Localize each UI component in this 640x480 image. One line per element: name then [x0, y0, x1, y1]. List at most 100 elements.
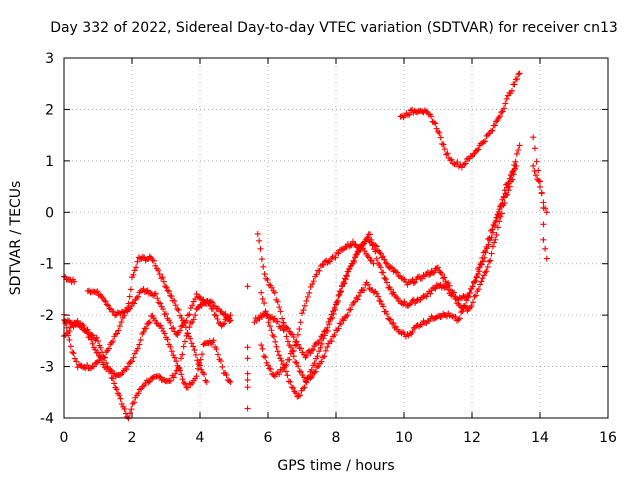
data-point: [294, 331, 301, 338]
data-point: [287, 344, 294, 351]
data-point: [160, 306, 167, 313]
data-point: [112, 312, 118, 319]
data-point: [244, 355, 251, 362]
data-point: [367, 231, 373, 238]
data-point: [384, 311, 390, 318]
data-point: [214, 351, 221, 358]
data-point: [121, 405, 128, 412]
data-point: [482, 249, 489, 256]
data-point: [316, 337, 323, 344]
data-point: [290, 347, 297, 354]
data-point: [472, 292, 479, 299]
data-point: [214, 316, 221, 323]
data-point: [377, 298, 384, 305]
data-point: [437, 281, 444, 288]
data-point: [290, 384, 297, 391]
data-point: [435, 264, 441, 271]
x-tick-label: 16: [599, 430, 617, 446]
data-point: [321, 332, 328, 339]
data-point: [201, 371, 208, 378]
data-point: [477, 281, 484, 288]
data-point: [504, 181, 511, 188]
data-point: [413, 322, 420, 329]
data-point: [118, 401, 125, 408]
data-point: [373, 255, 380, 262]
data-point: [428, 113, 435, 120]
data-point: [116, 323, 123, 330]
data-point: [489, 243, 496, 250]
data-point: [328, 338, 335, 345]
data-point: [73, 358, 80, 365]
data-point: [156, 373, 163, 380]
data-point: [257, 245, 264, 252]
data-point: [287, 330, 294, 337]
data-point: [484, 263, 491, 270]
data-point: [167, 377, 174, 384]
series-track: [244, 283, 251, 412]
data-point: [508, 87, 515, 94]
data-point: [516, 142, 523, 149]
data-point: [167, 343, 174, 350]
data-point: [463, 297, 470, 304]
data-point: [476, 268, 483, 275]
data-point: [499, 108, 506, 115]
data-point: [262, 354, 269, 361]
data-point: [177, 367, 184, 374]
y-tick-label: 0: [45, 205, 54, 221]
data-point: [226, 315, 233, 322]
data-point: [295, 393, 302, 400]
data-point: [456, 315, 463, 322]
data-point: [95, 338, 101, 345]
data-point: [127, 286, 134, 293]
data-point: [183, 317, 190, 324]
data-point: [172, 370, 179, 377]
data-point: [97, 344, 104, 351]
data-point: [390, 289, 397, 296]
data-point: [293, 359, 300, 366]
data-point: [475, 286, 482, 293]
data-point: [136, 341, 143, 348]
data-point: [394, 295, 401, 302]
data-point: [317, 263, 324, 270]
data-point: [492, 217, 499, 224]
data-point: [160, 278, 167, 285]
data-point: [193, 291, 200, 298]
data-point: [193, 373, 200, 380]
y-tick-label: -2: [40, 308, 54, 324]
data-point: [266, 365, 273, 372]
data-point: [283, 333, 290, 340]
data-point: [468, 303, 475, 310]
data-point: [503, 95, 510, 102]
data-point: [437, 134, 444, 141]
data-point: [297, 319, 304, 326]
data-point: [199, 297, 206, 304]
data-point: [458, 164, 465, 171]
data-point: [392, 323, 399, 330]
data-point: [223, 371, 230, 378]
series-track: [84, 286, 234, 338]
data-point: [426, 272, 433, 279]
data-point: [110, 308, 117, 315]
data-point: [304, 293, 311, 300]
data-point: [329, 314, 336, 321]
data-point: [292, 359, 299, 366]
data-point: [287, 379, 294, 386]
data-point: [488, 234, 495, 241]
data-point: [251, 319, 258, 326]
data-point: [376, 249, 383, 256]
data-point: [106, 305, 113, 312]
data-point: [501, 187, 508, 194]
data-point: [479, 275, 486, 282]
data-point: [145, 320, 152, 327]
data-point: [258, 289, 265, 296]
data-point: [308, 374, 315, 381]
data-point: [175, 307, 182, 314]
data-point: [178, 323, 185, 330]
data-point: [66, 318, 73, 325]
data-point: [226, 377, 233, 384]
data-point: [75, 361, 82, 368]
data-point: [361, 287, 368, 294]
data-point: [211, 311, 218, 318]
data-point: [431, 269, 438, 276]
data-point: [271, 289, 278, 296]
